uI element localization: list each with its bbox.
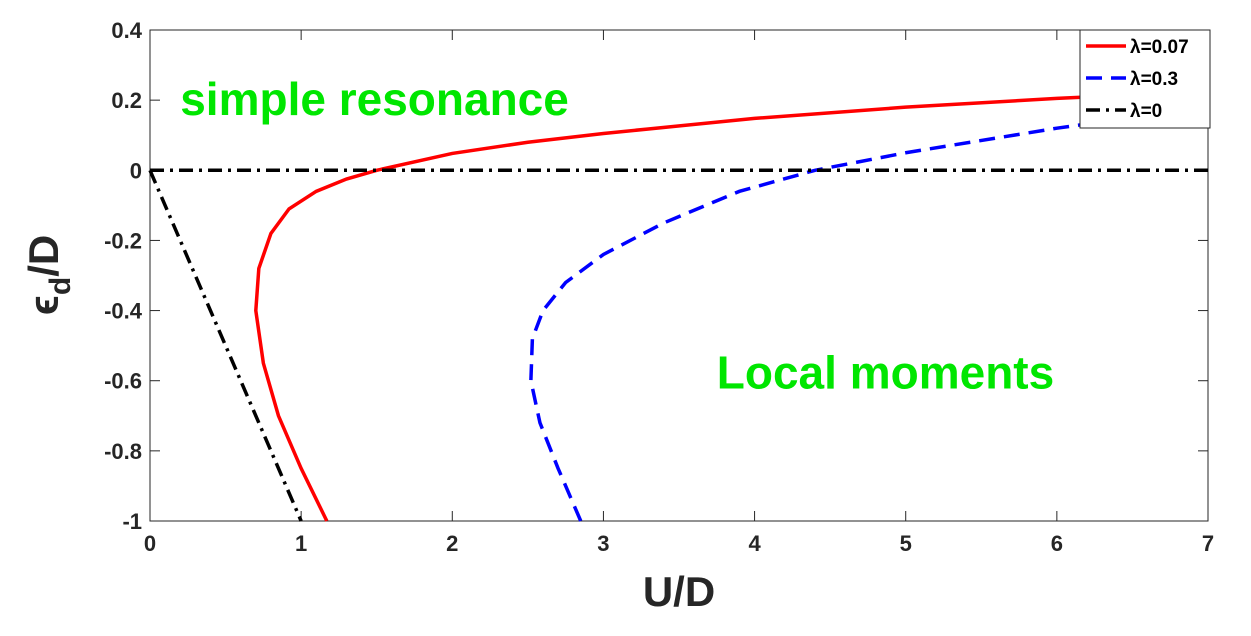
x-tick-label: 2: [446, 531, 458, 556]
y-tick-label: -0.8: [104, 439, 142, 464]
legend-label: λ=0.07: [1130, 37, 1189, 58]
x-tick-label: 1: [295, 531, 307, 556]
y-tick-label: -0.4: [104, 299, 143, 324]
legend-label: λ=0: [1130, 101, 1162, 122]
plot-area: [149, 29, 1209, 522]
series-line: [148, 168, 1208, 522]
y-tick-label: 0: [130, 158, 142, 183]
annotation: simple resonance: [180, 73, 569, 125]
y-label-rest: /D: [20, 235, 67, 277]
x-axis-label: U/D: [643, 568, 715, 615]
y-tick-label: 0.2: [111, 88, 142, 113]
y-tick-label: -0.6: [104, 369, 142, 394]
annotation: Local moments: [717, 347, 1054, 399]
series-line: [529, 105, 1209, 522]
y-tick-label: -1: [122, 509, 142, 534]
y-tick-label: -0.2: [104, 228, 142, 253]
y-axis-label: ϵd/D: [20, 235, 77, 315]
legend-label: λ=0.3: [1130, 69, 1178, 90]
x-tick-label: 0: [144, 531, 156, 556]
x-tick-label: 3: [597, 531, 609, 556]
x-tick-label: 7: [1202, 531, 1214, 556]
y-label-sub: d: [44, 277, 77, 295]
x-tick-label: 4: [748, 531, 761, 556]
y-label-symbol: ϵ: [20, 295, 67, 315]
y-tick-label: 0.4: [111, 18, 142, 43]
x-tick-label: 6: [1051, 531, 1063, 556]
series-line: [254, 89, 1209, 522]
x-tick-label: 5: [900, 531, 912, 556]
